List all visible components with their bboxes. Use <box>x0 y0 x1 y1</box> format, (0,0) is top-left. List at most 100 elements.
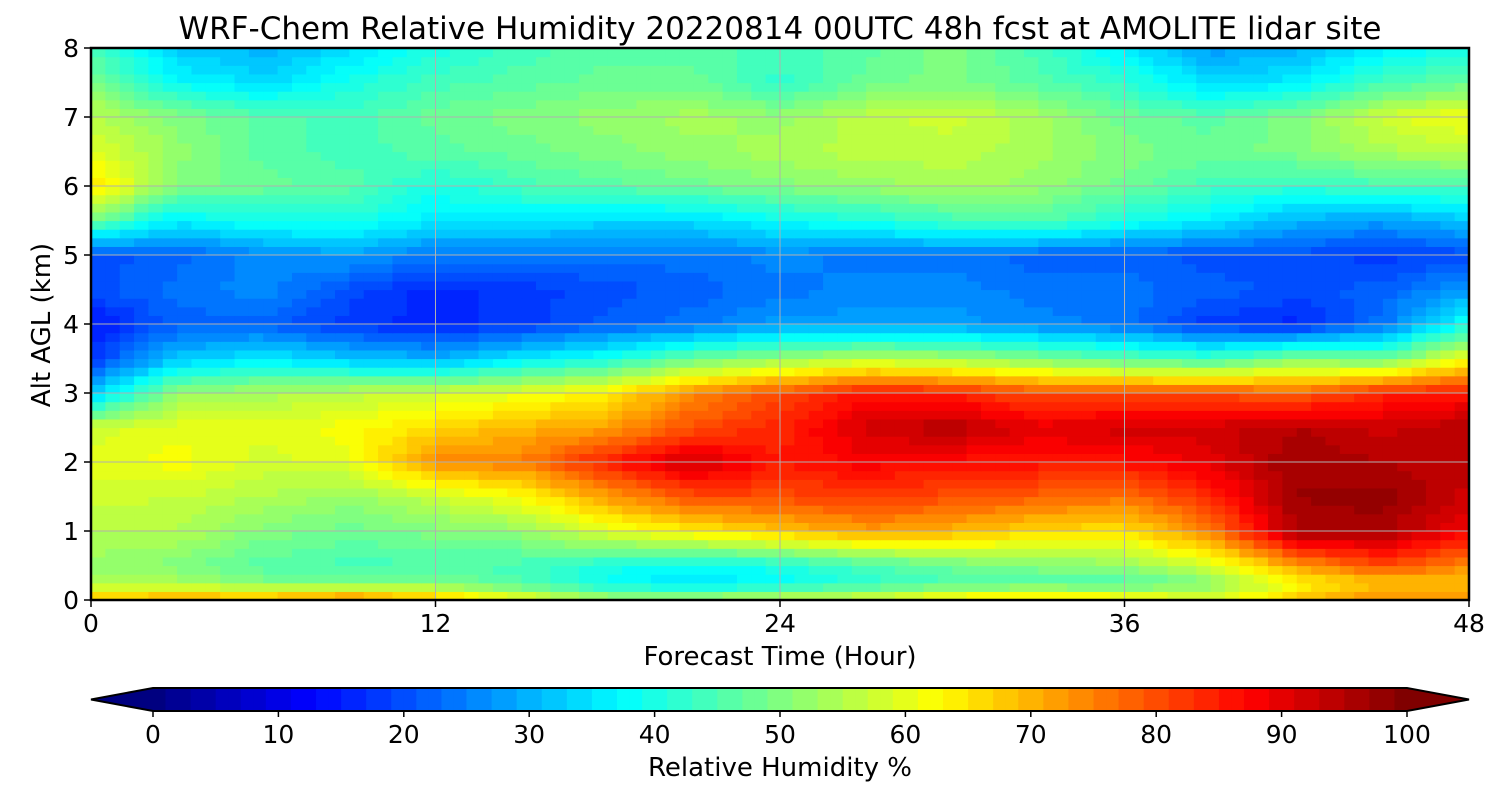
heatmap-cell <box>1354 315 1370 325</box>
heatmap-cell <box>607 255 623 265</box>
heatmap-cell <box>1282 194 1298 204</box>
heatmap-cell <box>1253 513 1269 523</box>
heatmap-cell <box>91 255 106 265</box>
heatmap-cell <box>1454 349 1470 360</box>
heatmap-cell <box>492 298 508 308</box>
heatmap-cell <box>1009 487 1025 498</box>
heatmap-cell <box>579 401 594 411</box>
heatmap-cell <box>880 565 896 575</box>
heatmap-cell <box>550 582 566 592</box>
heatmap-cell <box>234 410 250 420</box>
heatmap-cell <box>866 436 882 446</box>
heatmap-cell <box>1282 324 1298 334</box>
heatmap-cell <box>191 289 207 299</box>
heatmap-cell <box>909 513 925 523</box>
heatmap-cell <box>1052 341 1068 351</box>
heatmap-cell <box>1095 160 1111 170</box>
heatmap-cell <box>148 479 164 489</box>
heatmap-cell <box>1268 349 1283 360</box>
heatmap-cell <box>550 298 566 308</box>
heatmap-cell <box>1239 453 1255 463</box>
heatmap-cell <box>1138 332 1154 342</box>
heatmap-cell <box>1296 565 1312 575</box>
heatmap-cell <box>980 522 996 532</box>
heatmap-cell <box>119 582 135 592</box>
heatmap-cell <box>593 436 609 446</box>
heatmap-cell <box>923 367 939 377</box>
heatmap-cell <box>1425 582 1441 592</box>
heatmap-cell <box>636 479 652 489</box>
heatmap-cell <box>392 418 408 429</box>
heatmap-cell <box>1138 505 1154 515</box>
heatmap-cell <box>1067 186 1083 196</box>
heatmap-cell <box>205 177 221 187</box>
heatmap-cell <box>406 358 422 368</box>
heatmap-cell <box>708 453 724 463</box>
heatmap-cell <box>808 237 824 247</box>
heatmap-cell <box>148 487 164 498</box>
heatmap-cell <box>220 582 236 592</box>
heatmap-cell <box>708 401 724 411</box>
heatmap-cell <box>1038 341 1054 351</box>
heatmap-cell <box>277 574 293 584</box>
heatmap-cell <box>248 324 264 334</box>
heatmap-cell <box>823 280 839 291</box>
heatmap-cell <box>665 505 681 515</box>
heatmap-cell <box>952 548 968 558</box>
heatmap-cell <box>909 367 925 377</box>
heatmap-cell <box>105 548 121 558</box>
heatmap-cell <box>464 427 480 437</box>
heatmap-cell <box>134 574 150 584</box>
heatmap-cell <box>1224 298 1240 308</box>
heatmap-cell <box>1095 462 1111 472</box>
heatmap-cell <box>708 263 724 273</box>
heatmap-cell <box>205 496 221 506</box>
heatmap-cell <box>794 324 810 334</box>
heatmap-cell <box>650 565 666 575</box>
heatmap-cell <box>1239 341 1255 351</box>
heatmap-cell <box>1081 298 1097 308</box>
heatmap-cell <box>378 384 394 394</box>
heatmap-cell <box>277 556 293 567</box>
heatmap-cell <box>191 324 207 334</box>
heatmap-cell <box>980 479 996 489</box>
heatmap-cell <box>1024 255 1039 265</box>
heatmap-cell <box>1311 229 1327 239</box>
heatmap-cell <box>995 522 1011 532</box>
heatmap-cell <box>234 315 250 325</box>
heatmap-cell <box>966 565 982 575</box>
heatmap-cell <box>980 220 996 230</box>
heatmap-cell <box>937 531 953 541</box>
heatmap-cell <box>794 556 810 567</box>
heatmap-cell <box>1268 548 1283 558</box>
heatmap-cell <box>205 315 221 325</box>
heatmap-cell <box>406 384 422 394</box>
heatmap-cell <box>823 453 839 463</box>
heatmap-cell <box>392 332 408 342</box>
heatmap-cell <box>1268 358 1283 368</box>
heatmap-cell <box>650 358 666 368</box>
heatmap-cell <box>220 315 236 325</box>
heatmap-cell <box>622 479 638 489</box>
heatmap-cell <box>1124 574 1140 584</box>
heatmap-cell <box>306 436 322 446</box>
heatmap-cell <box>1239 324 1255 334</box>
heatmap-cell <box>980 513 996 523</box>
heatmap-cell <box>234 306 250 316</box>
heatmap-cell <box>794 298 810 308</box>
heatmap-cell <box>1124 168 1140 178</box>
heatmap-cell <box>1411 237 1427 247</box>
heatmap-cell <box>234 237 250 247</box>
heatmap-cell <box>708 418 724 429</box>
heatmap-cell <box>650 160 666 170</box>
heatmap-cell <box>1354 384 1370 394</box>
heatmap-cell <box>1153 160 1169 170</box>
heatmap-cell <box>507 556 523 567</box>
heatmap-cell <box>435 315 451 325</box>
heatmap-cell <box>248 263 264 273</box>
heatmap-cell <box>679 220 695 230</box>
heatmap-cell <box>1354 272 1370 282</box>
heatmap-cell <box>105 160 121 170</box>
heatmap-cell <box>966 237 982 247</box>
heatmap-cell <box>650 410 666 420</box>
